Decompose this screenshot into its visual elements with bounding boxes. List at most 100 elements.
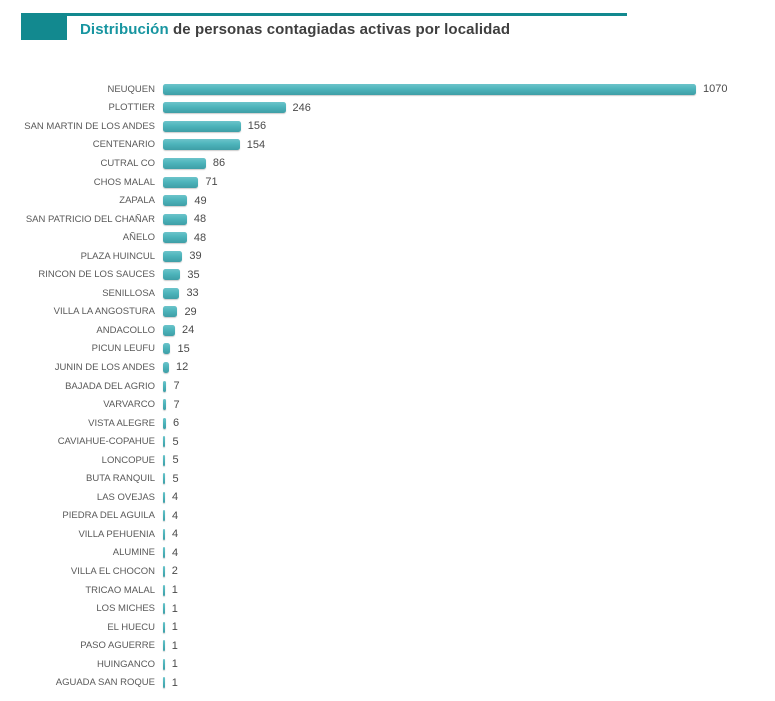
bar-category-label: AGUADA SAN ROQUE	[55, 677, 155, 689]
bar-row: RINCON DE LOS SAUCES 35	[0, 265, 775, 284]
bar-row: PASO AGUERRE 1	[0, 636, 775, 655]
bar-row: CENTENARIO 154	[0, 136, 775, 155]
bar-track: 4	[163, 525, 775, 544]
bar-value-label: 154	[246, 138, 266, 151]
bar-row: VARVARCO 7	[0, 395, 775, 414]
bar-track: 4	[163, 544, 775, 563]
bar	[163, 528, 165, 540]
bar-row: CUTRAL CO 86	[0, 154, 775, 173]
bar-value-label: 4	[171, 528, 179, 541]
bar-track: 71	[163, 173, 775, 192]
bar	[163, 232, 187, 244]
bar	[163, 287, 180, 299]
bar-value-label: 48	[193, 231, 207, 244]
bar-value-label: 86	[212, 157, 226, 170]
bar-row: LOS MICHES 1	[0, 599, 775, 618]
bar-track: 48	[163, 210, 775, 229]
bar	[163, 417, 166, 429]
bar-value-label: 1	[171, 602, 178, 615]
bar-track: 5	[163, 469, 775, 488]
bar-row: LAS OVEJAS 4	[0, 488, 775, 507]
bar-row: AÑELO 48	[0, 228, 775, 247]
bar	[163, 436, 166, 448]
page-title-rest: de personas contagiadas activas por loca…	[168, 21, 511, 38]
bar-value-label: 39	[189, 250, 202, 263]
bar-row: PLOTTIER 246	[0, 99, 775, 118]
bar-value-label: 33	[186, 287, 199, 300]
bar	[163, 157, 206, 169]
bar-track: 49	[163, 191, 775, 210]
bar-value-label: 29	[184, 305, 197, 318]
bar-value-label: 49	[194, 194, 207, 207]
bar-row: CAVIAHUE-COPAHUE 5	[0, 432, 775, 451]
bar	[163, 658, 165, 670]
bar	[163, 361, 169, 373]
bar-category-label: SAN MARTIN DE LOS ANDES	[24, 120, 155, 132]
bar-value-label: 1	[171, 584, 178, 597]
bar-value-label: 4	[171, 546, 179, 559]
bar-category-label: AÑELO	[122, 232, 155, 244]
bar-row: EL HUECU 1	[0, 618, 775, 637]
bar-track: 2	[163, 562, 775, 581]
bar-track: 1070	[163, 80, 775, 99]
bar-category-label: PASO AGUERRE	[80, 640, 155, 652]
bar-value-label: 71	[205, 176, 218, 188]
bar-row: JUNIN DE LOS ANDES 12	[0, 358, 775, 377]
bar-track: 4	[163, 507, 775, 526]
bar-track: 39	[163, 247, 775, 266]
bar-track: 154	[163, 136, 775, 155]
bar-value-label: 246	[292, 101, 311, 114]
bar-row: SAN MARTIN DE LOS ANDES 156	[0, 117, 775, 136]
bar	[163, 102, 286, 114]
bar-track: 6	[163, 414, 775, 433]
bar-track: 15	[163, 340, 775, 359]
page-title-highlight: Distribución	[80, 21, 169, 38]
bar-row: VILLA EL CHOCON 2	[0, 562, 775, 581]
bar	[163, 139, 240, 151]
bar-category-label: VISTA ALEGRE	[88, 417, 155, 429]
bar-value-label: 48	[193, 213, 207, 226]
bar-value-label: 7	[173, 398, 180, 411]
bar-category-label: EL HUECU	[107, 621, 155, 633]
bar-category-label: HUINGANCO	[96, 658, 155, 670]
bar-row: AGUADA SAN ROQUE 1	[0, 674, 775, 693]
bar	[163, 324, 175, 336]
bar-value-label: 5	[172, 472, 179, 485]
bar-row: BUTA RANQUIL 5	[0, 469, 775, 488]
bar-value-label: 7	[173, 380, 180, 393]
bar-category-label: LONCOPUE	[101, 454, 155, 466]
bar-value-label: 6	[172, 417, 180, 430]
bar-track: 86	[163, 154, 775, 173]
bar-row: SAN PATRICIO DEL CHAÑAR 48	[0, 210, 775, 229]
bar-value-label: 4	[171, 509, 179, 522]
bar	[163, 269, 181, 281]
bar-value-label: 1	[171, 621, 178, 634]
bar	[163, 250, 183, 262]
bar	[163, 491, 165, 503]
bar-track: 246	[163, 99, 775, 118]
bar-category-label: LOS MICHES	[96, 603, 155, 615]
bar-value-label: 1	[171, 639, 178, 652]
bar	[163, 380, 167, 392]
bar-row: CHOS MALAL 71	[0, 173, 775, 192]
bar	[163, 584, 165, 596]
bar-category-label: PLAZA HUINCUL	[80, 250, 155, 262]
bar-row: PIEDRA DEL AGUILA 4	[0, 507, 775, 526]
bar-row: SENILLOSA 33	[0, 284, 775, 303]
bar-value-label: 1	[171, 658, 178, 671]
bar-value-label: 12	[175, 361, 189, 374]
bar-value-label: 1070	[703, 83, 728, 96]
bar	[163, 176, 199, 188]
bar-track: 5	[163, 432, 775, 451]
bar-row: BAJADA DEL AGRIO 7	[0, 377, 775, 396]
bar	[163, 399, 167, 411]
bar-category-label: CUTRAL CO	[100, 157, 155, 169]
bar-row: VILLA PEHUENIA 4	[0, 525, 775, 544]
bar	[163, 640, 165, 652]
bar-row: VISTA ALEGRE 6	[0, 414, 775, 433]
bar-category-label: CAVIAHUE-COPAHUE	[57, 436, 155, 448]
bar	[163, 565, 165, 577]
bar-value-label: 5	[172, 454, 179, 467]
bar-category-label: VILLA PEHUENIA	[78, 528, 155, 540]
